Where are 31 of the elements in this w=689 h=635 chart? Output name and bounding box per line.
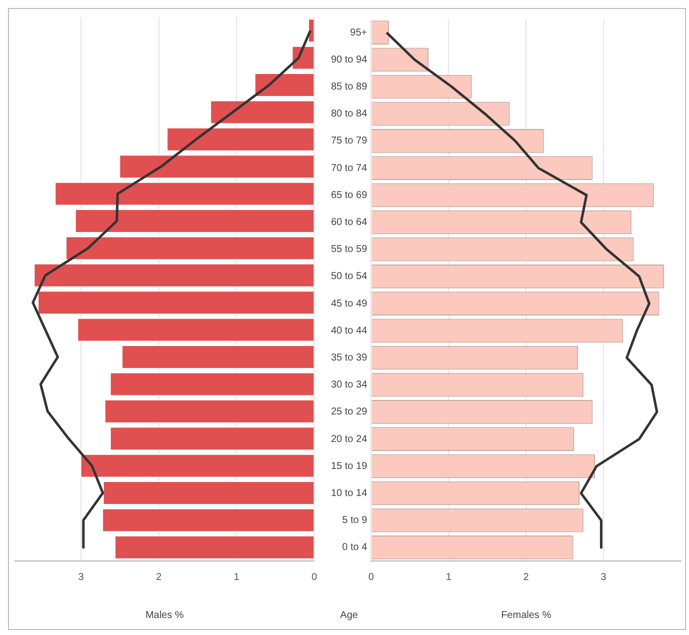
x-tick-label: 0: [368, 572, 374, 583]
y-axis-title: Age: [340, 610, 358, 621]
y-tick-label: 25 to 29: [330, 406, 368, 418]
y-tick-label: 50 to 54: [330, 271, 368, 282]
x-tick-label: 3: [78, 572, 84, 583]
x-tick-label: 2: [156, 572, 162, 583]
x-tick-label: 1: [234, 572, 240, 583]
y-tick-label: 60 to 64: [330, 217, 368, 228]
x-axis-title: Males %: [145, 610, 184, 621]
y-tick-label: 90 to 94: [330, 54, 368, 66]
x-axis-title: Females %: [501, 610, 552, 621]
x-tick-label: 3: [600, 572, 607, 583]
x-tick-label: 2: [523, 572, 530, 583]
y-tick-label: 30 to 34: [330, 380, 368, 391]
y-tick-label: 0 to 4: [342, 542, 368, 554]
y-tick-label: 80 to 84: [330, 108, 368, 120]
x-tick-label: 1: [446, 572, 452, 583]
y-tick-label: 40 to 44: [330, 325, 368, 336]
y-tick-label: 85 to 89: [330, 82, 368, 92]
x-tick-label: 0: [311, 572, 318, 583]
y-tick-label: 20 to 24: [330, 434, 368, 445]
y-tick-label: 95+: [350, 27, 368, 38]
y-tick-label: 10 to 14: [330, 488, 368, 499]
y-tick-label: 45 to 49: [330, 298, 368, 310]
y-tick-label: 65 to 69: [330, 190, 368, 201]
y-tick-label: 15 to 19: [330, 460, 368, 472]
y-tick-label: 5 to 9: [342, 515, 368, 526]
y-tick-label: 55 to 59: [330, 244, 368, 256]
y-tick-label: 35 to 39: [330, 352, 368, 364]
y-tick-label: 75 to 79: [330, 136, 368, 147]
y-tick-label: 70 to 74: [330, 162, 368, 174]
